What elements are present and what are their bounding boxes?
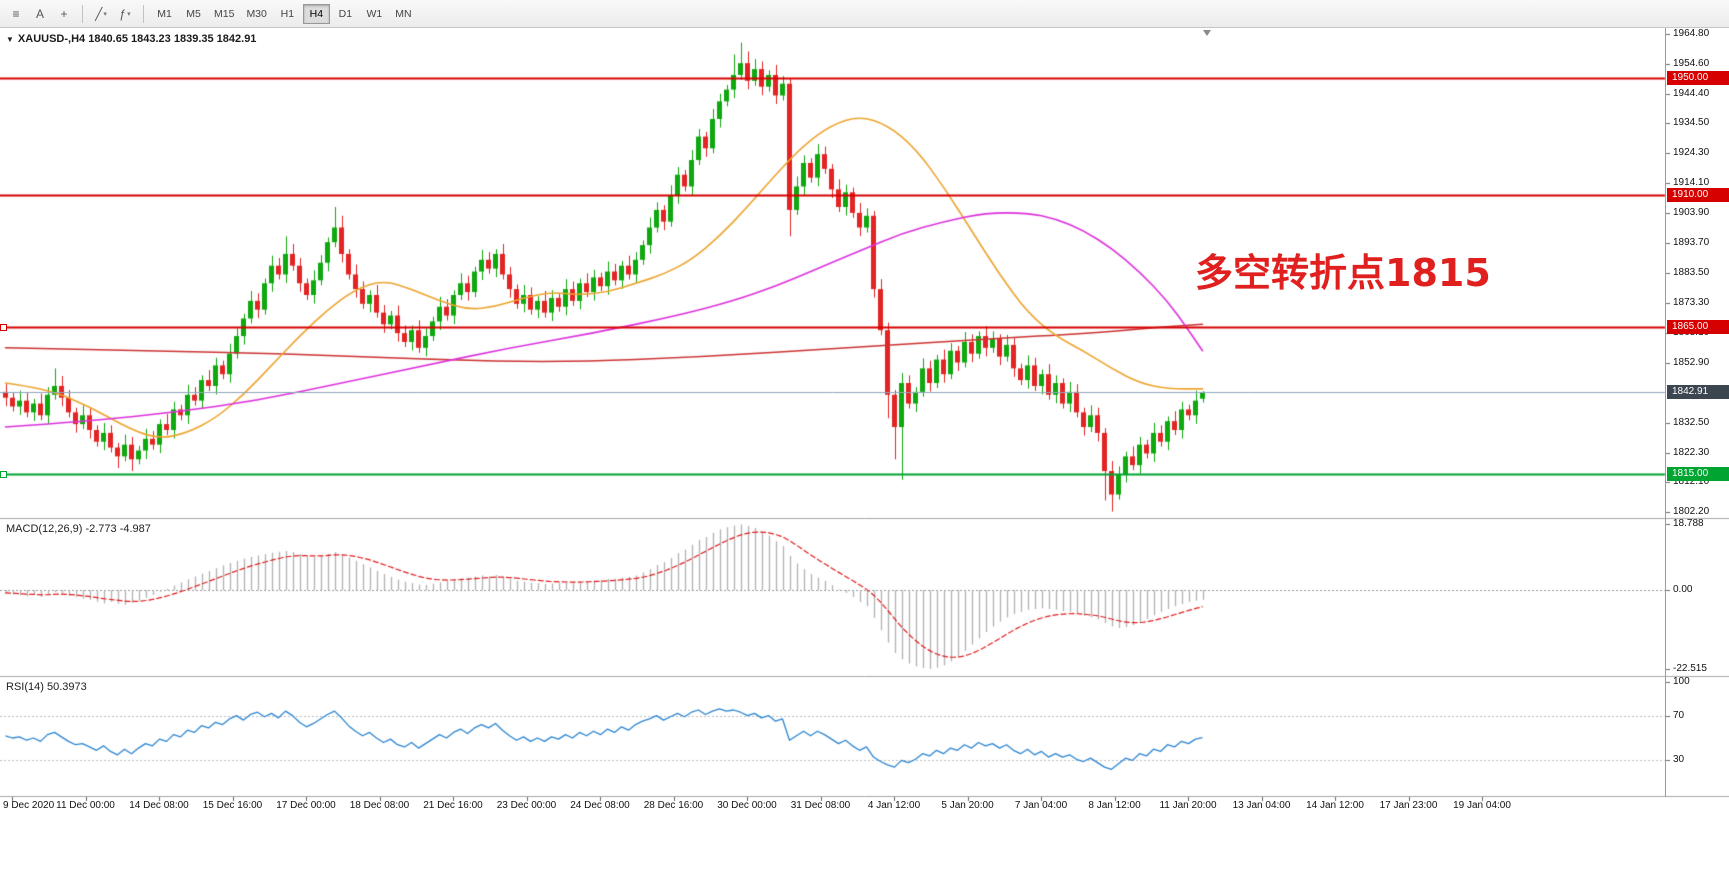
level-price-tag: 1865.00 [1667,320,1729,335]
price-axis-label: 1873.30 [1673,296,1710,308]
price-axis-label: 1802.20 [1673,505,1710,517]
timeframe-m5[interactable]: M5 [186,7,201,20]
chart-shift-marker[interactable] [1203,30,1211,36]
horizontal-line-handle[interactable] [0,324,7,332]
time-axis-label: 14 Jan 12:00 [1306,800,1364,811]
time-axis-label: 8 Jan 12:00 [1088,800,1141,811]
price-axis-label: 1954.60 [1673,58,1710,70]
level-price-tag: 1950.00 [1667,70,1729,85]
horizontal-line-handle[interactable] [0,470,7,478]
price-axis-label: 1812.10 [1673,476,1710,488]
timeframe-w1[interactable]: W1 [366,7,383,20]
level-price-tag: 1815.00 [1667,466,1729,481]
macd-label: MACD(12,26,9) -2.773 -4.987 [6,523,151,535]
rsi-axis-label: 30 [1673,754,1685,766]
time-axis-label: 7 Jan 04:00 [1014,800,1068,811]
price-axis-label: 1893.70 [1673,237,1710,249]
timeframe-h1[interactable]: H1 [280,7,295,20]
toolbar-separator [82,4,83,23]
time-axis-label: 18 Dec 08:00 [349,800,410,811]
charts-list-icon[interactable]: ≡ [12,6,20,21]
time-axis-label: 11 Dec 00:00 [56,800,115,811]
time-axis-label: 14 Dec 08:00 [129,800,189,811]
time-axis-label: 17 Jan 23:00 [1379,800,1438,811]
indicators-list-icon[interactable]: ƒ ▾ [119,6,131,21]
time-axis-label: 24 Dec 08:00 [570,800,630,811]
price-axis-label: 1903.90 [1673,207,1710,219]
time-axis-label: 5 Jan 20:00 [941,800,994,811]
price-axis-label: 1822.30 [1673,446,1710,458]
price-axis-label: 1852.90 [1673,356,1710,368]
macd-axis-label: -22.515 [1673,662,1707,674]
timeframe-m15[interactable]: M15 [214,7,235,20]
crosshair-icon[interactable]: + [60,6,68,21]
toolbar: ≡ A + ╱ ▾ ƒ ▾ M1 M5 M15 M30 H1 H4 D1 W1 MN [0,0,1729,28]
macd-axis-label: 18.788 [1673,518,1704,530]
current-price-tag: 1842.91 [1667,385,1729,400]
toolbar-separator [143,4,144,23]
timeframe-d1[interactable]: D1 [338,7,353,20]
time-axis-label: 13 Jan 04:00 [1232,800,1291,811]
chart-title-text: XAUUSD-,H4 1840.65 1843.23 1839.35 1842.… [17,33,257,45]
time-axis-label: 23 Dec 00:00 [496,800,557,811]
time-axis[interactable]: 9 Dec 2020 11 Dec 00:00 14 Dec 08:00 15 Dec… [0,797,1729,815]
draw-line-tools-icon[interactable]: ╱ ▾ [95,6,107,21]
timeframe-h4[interactable]: H4 [302,3,330,24]
time-axis-label: 30 Dec 00:00 [717,800,777,811]
price-axis-label: 1883.50 [1673,267,1710,278]
timeframe-mn[interactable]: MN [395,7,412,20]
time-axis-label: 19 Jan 04:00 [1453,800,1511,811]
chart-title: ▼ XAUUSD-,H4 1840.65 1843.23 1839.35 1842… [6,33,256,45]
price-axis-label: 1964.80 [1673,28,1710,40]
level-price-tag: 1910.00 [1667,188,1729,203]
rsi-axis-label: 100 [1673,676,1690,687]
chart-annotation[interactable]: 多空转折点1815 [1195,251,1491,295]
time-axis-label: 21 Dec 16:00 [423,800,483,811]
price-axis-label: 1832.50 [1673,416,1710,428]
time-axis-label: 15 Dec 16:00 [202,800,263,811]
rsi-axis-label: 70 [1673,709,1685,721]
collapse-arrow-icon[interactable]: ▼ [6,35,14,44]
price-axis-label: 1944.40 [1673,88,1710,100]
price-axis-label: 1924.30 [1673,147,1710,159]
rsi-label: RSI(14) 50.3973 [6,681,87,693]
timeframe-m30[interactable]: M30 [246,7,267,20]
time-axis-label: 9 Dec 2020 [3,800,55,811]
macd-axis-label: 0.00 [1673,584,1693,596]
time-axis-label: 28 Dec 16:00 [643,800,704,811]
time-axis-label: 4 Jan 12:00 [867,800,921,811]
text-annotation-icon[interactable]: A [35,6,44,21]
price-axis-label: 1934.50 [1673,117,1710,129]
timeframe-m1[interactable]: M1 [157,7,172,20]
price-axis-label: 1914.10 [1673,177,1710,189]
price-axis[interactable]: 1964.80 1954.60 1944.40 1934.50 1924.30 1914.… [1665,28,1729,797]
time-axis-label: 11 Jan 20:00 [1159,800,1217,811]
time-axis-label: 31 Dec 08:00 [790,800,851,811]
time-axis-label: 17 Dec 00:00 [276,800,336,811]
